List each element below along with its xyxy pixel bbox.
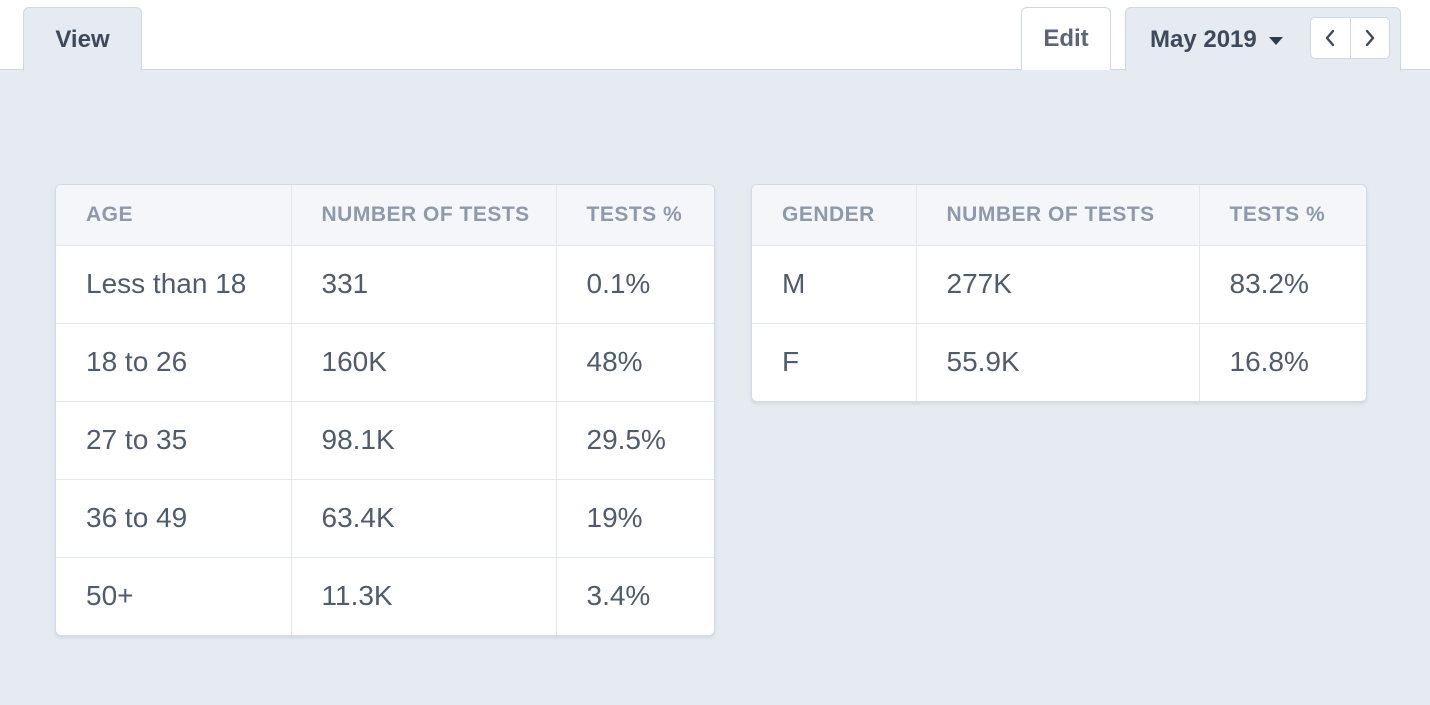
gender-cell: M [782,268,806,299]
tests-count-cell: 98.1K [290,400,556,479]
table-row: 36 to 49 63.4K 19% [56,478,714,557]
column-header-gender[interactable]: GENDER [752,185,916,246]
age-table: AGE NUMBER OF TESTS TESTS % Less than 18… [56,185,714,635]
tests-percent-cell: 48% [555,322,714,401]
age-cell: 18 to 26 [56,322,291,401]
table-row: F 55.9K 16.8% [752,322,1366,401]
chevron-left-icon[interactable] [1311,18,1350,58]
edit-button-label: Edit [1043,25,1089,52]
age-table-card: AGE NUMBER OF TESTS TESTS % Less than 18… [55,184,715,636]
edit-button[interactable]: Edit [1021,7,1111,70]
tests-percent-cell: 83.2% [1198,245,1366,323]
tests-percent-cell: 16.8% [1198,322,1366,401]
caret-down-icon[interactable] [1268,36,1283,45]
table-row: 50+ 11.3K 3.4% [56,556,714,635]
top-bar: View Edit May 2019 [0,0,1430,71]
tests-count-cell: 55.9K [915,322,1199,401]
tests-count-cell: 11.3K [290,556,556,635]
column-header-number-of-tests[interactable]: NUMBER OF TESTS [915,185,1199,246]
tests-count-cell: 331 [290,245,556,323]
date-dropdown-label[interactable]: May 2019 [1150,25,1257,53]
age-cell: 36 to 49 [56,478,291,557]
column-header-tests-percent[interactable]: TESTS % [555,185,714,246]
age-cell: 50+ [56,556,291,635]
tests-count-cell: 160K [290,322,556,401]
table-row: 18 to 26 160K 48% [56,322,714,401]
table-row: 27 to 35 98.1K 29.5% [56,400,714,479]
column-header-number-of-tests[interactable]: NUMBER OF TESTS [290,185,556,246]
age-cell: 27 to 35 [56,400,291,479]
gender-table-header-row: GENDER NUMBER OF TESTS TESTS % [752,185,1366,246]
tests-percent-cell: 19% [555,478,714,557]
gender-table-card: GENDER NUMBER OF TESTS TESTS % M 277K 83… [751,184,1367,402]
tests-count-cell: 277K [915,245,1199,323]
table-row: Less than 18 331 0.1% [56,245,714,323]
date-selector-tab: May 2019 [1125,7,1401,71]
gender-table: GENDER NUMBER OF TESTS TESTS % M 277K 83… [752,185,1366,401]
tab-view[interactable]: View [23,7,142,71]
tests-count-cell: 63.4K [290,478,556,557]
tests-percent-cell: 0.1% [555,245,714,323]
month-nav-group [1310,17,1390,59]
column-header-tests-percent[interactable]: TESTS % [1198,185,1366,246]
tests-percent-cell: 3.4% [555,556,714,635]
age-cell: Less than 18 [86,268,247,299]
column-header-age[interactable]: AGE [56,185,291,246]
tests-percent-cell: 29.5% [555,400,714,479]
table-row: M 277K 83.2% [752,245,1366,323]
gender-cell: F [752,322,916,401]
tab-view-label: View [55,25,110,53]
chevron-right-icon[interactable] [1349,18,1390,58]
age-table-header-row: AGE NUMBER OF TESTS TESTS % [56,185,714,246]
